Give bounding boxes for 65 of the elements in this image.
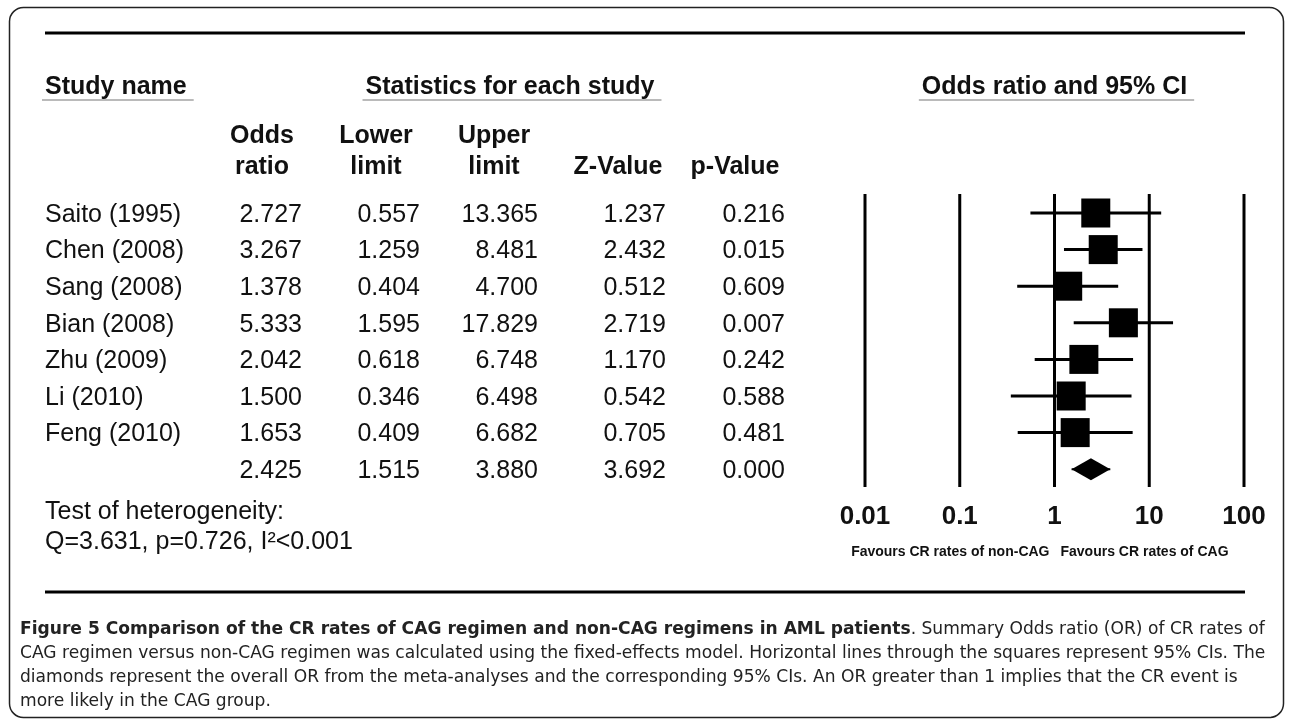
y-tick-label: Chen (2008): [45, 235, 184, 264]
y-tick-label: Saito (1995): [45, 198, 182, 227]
data-label: 0.542: [603, 381, 666, 410]
data-label: 3.880: [475, 454, 538, 483]
data-label: 1.653: [239, 418, 302, 447]
chart-title: Statistics for each study: [365, 70, 655, 99]
data-label: 6.682: [475, 418, 538, 447]
data-label: 2.042: [239, 345, 302, 374]
data-label: 1.515: [357, 454, 420, 483]
x-tick-label: 100: [1222, 500, 1266, 531]
data-label: 0.007: [722, 308, 785, 337]
data-label: 0.346: [357, 381, 420, 410]
x-tick-label: 0.01: [839, 500, 891, 531]
data-label: 2.727: [239, 198, 302, 227]
data-label: 0.242: [722, 345, 785, 374]
data-label: 0.000: [722, 454, 785, 483]
data-label: 1.259: [357, 235, 420, 264]
x-tick-label: 10: [1134, 500, 1164, 531]
data-label: 4.700: [475, 271, 538, 300]
data-label: 3.692: [603, 454, 666, 483]
data-label: 6.498: [475, 381, 538, 410]
data-label: 0.015: [722, 235, 785, 264]
data-label: 0.481: [722, 418, 785, 447]
data-label: 0.216: [722, 198, 785, 227]
data-label: 1.170: [603, 345, 666, 374]
data-label: 0.404: [357, 271, 421, 300]
y-tick-label: Feng (2010): [45, 418, 182, 447]
data-label: 0.705: [603, 418, 666, 447]
y-tick-label: Sang (2008): [45, 271, 183, 300]
data-label: 0.618: [357, 345, 420, 374]
text: Favours CR rates of CAG: [1060, 542, 1229, 559]
data-label: 1.378: [239, 271, 302, 300]
x-tick-label: Lower limit: [339, 119, 414, 179]
data-label: 1.237: [603, 198, 666, 227]
x-tick-label: p-Value: [690, 150, 780, 179]
y-tick-label: Li (2010): [45, 381, 144, 410]
x-tick-label: 0.1: [941, 500, 978, 531]
data-label: 0.588: [722, 381, 785, 410]
data-label: 0.609: [722, 271, 785, 300]
x-tick-label: Odds ratio: [230, 119, 294, 179]
data-label: 3.267: [239, 235, 302, 264]
text: Favours CR rates of non-CAG: [851, 542, 1050, 559]
data-label: 6.748: [475, 345, 538, 374]
x-tick-label: 1: [1047, 500, 1062, 531]
data-label: 0.557: [357, 198, 420, 227]
data-label: 2.719: [603, 308, 666, 337]
data-label: 1.500: [239, 381, 302, 410]
data-label: 5.333: [239, 308, 302, 337]
text: Test of heterogeneity:: [45, 495, 285, 524]
x-tick-label: Z-Value: [573, 150, 663, 179]
y-tick-label: Zhu (2009): [45, 345, 168, 374]
data-label: 8.481: [475, 235, 538, 264]
data-label: 2.432: [603, 235, 666, 264]
x-tick-label: Upper limit: [457, 119, 531, 179]
data-label: 17.829: [461, 308, 538, 337]
data-label: 13.365: [461, 198, 538, 227]
chart-title: Odds ratio and 95% CI: [921, 70, 1188, 99]
data-label: 2.425: [239, 454, 302, 483]
data-label: 0.512: [603, 271, 666, 300]
y-axis-title: Study name: [45, 70, 187, 99]
y-tick-label: Bian (2008): [45, 308, 175, 337]
caption: Figure 5 Comparison of the CR rates of CAG regimen and non-CAG regimens in AML patients. Summary Odds ratio (OR) of CR rates of CAG regimen versus non-CAG regimen was calculated using the fixed-effects model. Horizontal lines through the squares represent 95% CIs. The diamonds represent the overall OR from the meta-analyses and the corresponding 95% CIs. An OR greater than 1 implies that the CR event is more likely in the CAG group.: [20, 617, 1266, 710]
text: Q=3.631, p=0.726, I²<0.001: [45, 525, 353, 554]
data-label: 1.595: [357, 308, 420, 337]
data-label: 0.409: [357, 418, 420, 447]
